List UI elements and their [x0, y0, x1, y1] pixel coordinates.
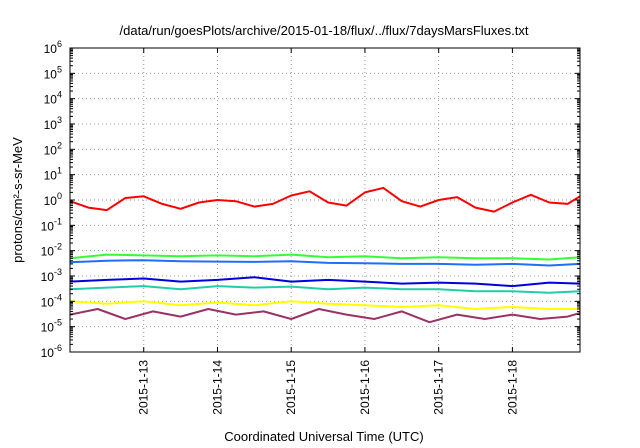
y-tick-label: 100 [44, 191, 62, 208]
y-tick-label: 106 [44, 39, 62, 56]
y-axis-label: protons/cm²-s-sr-MeV [10, 137, 25, 263]
x-tick-label: 2015-1-13 [137, 360, 151, 415]
x-axis-label: Coordinated Universal Time (UTC) [224, 429, 423, 444]
series-line-1 [69, 186, 581, 213]
series-group [69, 186, 581, 324]
y-axis: 10-6 10-5 10-4 10-3 10-2 10-1 100 101 102 103 104 1… [41, 39, 580, 360]
series-line-6 [69, 300, 580, 310]
x-tick-label: 2015-1-14 [210, 360, 224, 415]
y-tick-label: 10-5 [41, 318, 62, 335]
series-line-5 [69, 285, 581, 294]
x-axis: 2015-1-13 2015-1-14 2015-1-15 2015-1-16 2015… [137, 48, 519, 415]
y-tick-label: 10-3 [41, 267, 62, 284]
series-line-4 [69, 276, 581, 288]
chart-title: /data/run/goesPlots/archive/2015-01-18/f… [120, 23, 529, 38]
y-tick-label: 10-6 [41, 343, 62, 360]
x-tick-label: 2015-1-18 [505, 360, 519, 415]
y-tick-label: 101 [44, 166, 62, 183]
y-tick-label: 10-2 [41, 242, 62, 259]
x-tick-label: 2015-1-15 [284, 360, 298, 415]
series-line-2 [69, 253, 581, 261]
y-tick-label: 105 [44, 64, 62, 81]
x-tick-label: 2015-1-17 [432, 360, 446, 415]
series-line-7 [69, 308, 581, 324]
y-tick-label: 10-4 [41, 292, 62, 309]
y-tick-label: 104 [44, 90, 62, 107]
x-tick-label: 2015-1-16 [358, 360, 372, 415]
y-tick-label: 102 [44, 140, 62, 157]
y-tick-label: 103 [44, 115, 62, 132]
series-line-3 [69, 259, 581, 267]
y-tick-label: 10-1 [41, 216, 62, 233]
